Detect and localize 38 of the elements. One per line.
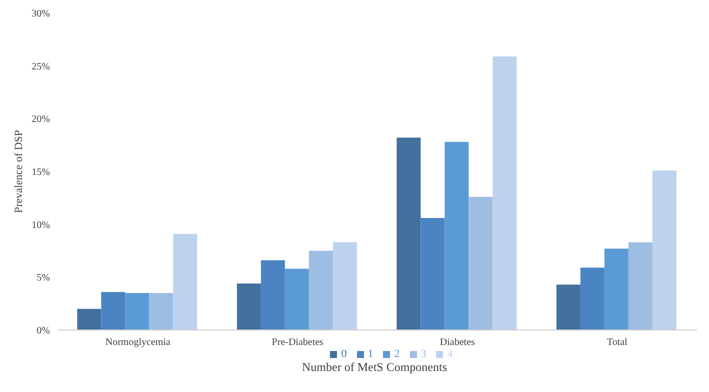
bar — [628, 242, 652, 330]
x-tick-label: Diabetes — [440, 337, 475, 348]
legend-label: 0 — [341, 348, 347, 360]
x-tick-label: Pre-Diabetes — [272, 337, 324, 348]
bar — [652, 170, 676, 330]
bar — [173, 234, 198, 330]
bar — [77, 308, 102, 330]
legend-label: 2 — [394, 348, 400, 360]
y-tick-label: 10% — [32, 220, 50, 231]
bar — [149, 293, 174, 330]
bar — [492, 56, 517, 330]
bar — [308, 250, 333, 330]
y-axis-title: Prevalence of DSP — [12, 130, 25, 214]
y-tick-label: 20% — [32, 114, 50, 126]
bar — [125, 293, 150, 330]
bar — [444, 142, 469, 330]
legend-label: 1 — [368, 348, 374, 360]
y-tick-label: 5% — [36, 272, 50, 284]
x-tick-label: Normoglycemia — [105, 337, 171, 348]
y-tick-label: 0% — [36, 326, 50, 337]
bar — [580, 268, 604, 330]
y-tick-label: 25% — [32, 61, 50, 72]
y-tick-label: 30% — [32, 8, 50, 20]
bar — [284, 268, 309, 330]
bar — [236, 284, 261, 330]
bar — [468, 196, 493, 330]
legend-label: 4 — [447, 348, 453, 360]
bar — [101, 292, 126, 330]
x-tick-label: Total — [606, 337, 628, 348]
bar — [332, 242, 357, 330]
bar — [420, 218, 445, 330]
bar — [556, 284, 580, 330]
bar — [396, 138, 421, 330]
bar — [604, 248, 628, 330]
y-tick-label: 15% — [32, 167, 50, 178]
bar — [260, 260, 285, 330]
legend-label: 3 — [420, 348, 426, 360]
x-axis-title: Number of MetS Components — [301, 360, 448, 375]
